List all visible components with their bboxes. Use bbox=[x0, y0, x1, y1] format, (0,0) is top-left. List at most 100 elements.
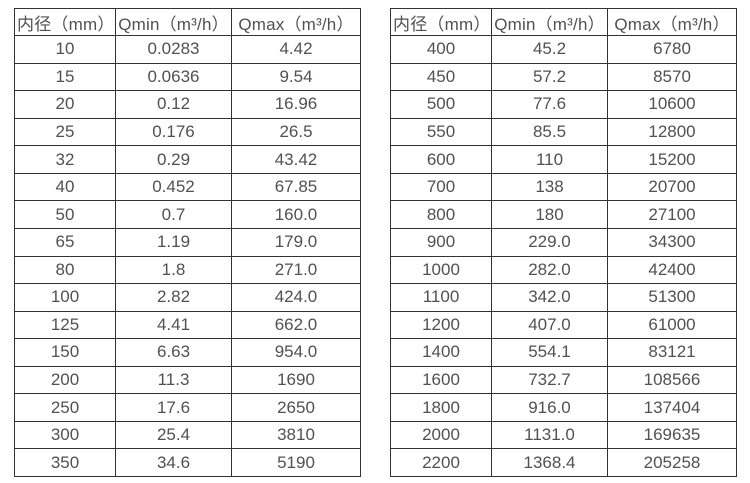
diameter-cell: 125 bbox=[14, 310, 116, 340]
qmin-column-header: Qmin（m³/h） bbox=[115, 8, 232, 36]
qmax-cell: 4.42 bbox=[231, 35, 361, 64]
diameter-cell: 400 bbox=[390, 35, 492, 64]
table-row: 50 0.7 160.0 bbox=[14, 200, 361, 229]
qmax-cell: 662.0 bbox=[231, 310, 361, 340]
flow-table-small-diameters: 内径（mm） Qmin（m³/h） Qmax（m³/h） 10 0.0283 4.42 1… bbox=[14, 8, 361, 477]
diameter-cell: 2000 bbox=[390, 420, 492, 450]
qmax-cell: 2650 bbox=[231, 393, 361, 422]
qmin-cell: 1.19 bbox=[115, 227, 232, 257]
table-row: 150 6.63 954.0 bbox=[14, 338, 361, 367]
qmax-cell: 3810 bbox=[231, 420, 361, 450]
diameter-cell: 1100 bbox=[390, 283, 492, 312]
qmax-cell: 20700 bbox=[607, 172, 737, 202]
qmin-cell: 0.7 bbox=[115, 200, 232, 229]
qmin-cell: 229.0 bbox=[491, 227, 608, 257]
table-row: 350 34.6 5190 bbox=[14, 448, 361, 477]
diameter-cell: 10 bbox=[14, 35, 116, 64]
qmin-cell: 0.12 bbox=[115, 90, 232, 119]
qmax-cell: 26.5 bbox=[231, 117, 361, 147]
qmin-cell: 17.6 bbox=[115, 393, 232, 422]
qmax-cell: 424.0 bbox=[231, 283, 361, 312]
qmax-cell: 43.42 bbox=[231, 145, 361, 174]
table-row: 2200 1368.4 205258 bbox=[390, 448, 737, 477]
table-row: 80 1.8 271.0 bbox=[14, 255, 361, 285]
table-row: 32 0.29 43.42 bbox=[14, 145, 361, 174]
table-row: 内径（mm） Qmin（m³/h） Qmax（m³/h） bbox=[14, 8, 361, 36]
table-row: 15 0.0636 9.54 bbox=[14, 62, 361, 92]
table-row: 250 17.6 2650 bbox=[14, 393, 361, 422]
qmax-cell: 15200 bbox=[607, 145, 737, 174]
diameter-cell: 900 bbox=[390, 227, 492, 257]
table-header-row: 内径（mm） Qmin（m³/h） Qmax（m³/h） bbox=[390, 8, 737, 36]
diameter-cell: 1000 bbox=[390, 255, 492, 285]
qmin-cell: 282.0 bbox=[491, 255, 608, 285]
table-row: 25 0.176 26.5 bbox=[14, 117, 361, 147]
diameter-cell: 500 bbox=[390, 90, 492, 119]
diameter-cell: 1800 bbox=[390, 393, 492, 422]
diameter-cell: 700 bbox=[390, 172, 492, 202]
diameter-cell: 65 bbox=[14, 227, 116, 257]
qmax-cell: 205258 bbox=[607, 448, 737, 477]
diameter-cell: 50 bbox=[14, 200, 116, 229]
table-row: 700 138 20700 bbox=[390, 172, 737, 202]
qmax-cell: 61000 bbox=[607, 310, 737, 340]
table-row: 800 180 27100 bbox=[390, 200, 737, 229]
diameter-cell: 350 bbox=[14, 448, 116, 477]
qmax-cell: 1690 bbox=[231, 365, 361, 395]
diameter-cell: 80 bbox=[14, 255, 116, 285]
table-row: 900 229.0 34300 bbox=[390, 227, 737, 257]
qmax-cell: 271.0 bbox=[231, 255, 361, 285]
table-row: 400 45.2 6780 bbox=[390, 35, 737, 64]
qmin-cell: 407.0 bbox=[491, 310, 608, 340]
qmax-cell: 12800 bbox=[607, 117, 737, 147]
qmin-cell: 77.6 bbox=[491, 90, 608, 119]
table-row: 40 0.452 67.85 bbox=[14, 172, 361, 202]
qmin-cell: 57.2 bbox=[491, 62, 608, 92]
qmax-cell: 169635 bbox=[607, 420, 737, 450]
diameter-cell: 100 bbox=[14, 283, 116, 312]
table-row: 1100 342.0 51300 bbox=[390, 283, 737, 312]
qmax-cell: 42400 bbox=[607, 255, 737, 285]
qmin-cell: 34.6 bbox=[115, 448, 232, 477]
table-row: 450 57.2 8570 bbox=[390, 62, 737, 92]
qmin-cell: 1131.0 bbox=[491, 420, 608, 450]
table-row: 125 4.41 662.0 bbox=[14, 310, 361, 340]
qmax-cell: 954.0 bbox=[231, 338, 361, 367]
qmin-cell: 25.4 bbox=[115, 420, 232, 450]
table-row: 550 85.5 12800 bbox=[390, 117, 737, 147]
qmax-cell: 16.96 bbox=[231, 90, 361, 119]
diameter-cell: 1400 bbox=[390, 338, 492, 367]
qmin-cell: 0.176 bbox=[115, 117, 232, 147]
qmax-cell: 34300 bbox=[607, 227, 737, 257]
qmin-cell: 138 bbox=[491, 172, 608, 202]
qmin-cell: 732.7 bbox=[491, 365, 608, 395]
diameter-cell: 300 bbox=[14, 420, 116, 450]
qmin-cell: 1368.4 bbox=[491, 448, 608, 477]
qmin-cell: 6.63 bbox=[115, 338, 232, 367]
table-row: 1400 554.1 83121 bbox=[390, 338, 737, 367]
qmax-cell: 137404 bbox=[607, 393, 737, 422]
table-row: 200 11.3 1690 bbox=[14, 365, 361, 395]
qmax-cell: 8570 bbox=[607, 62, 737, 92]
table-row: 65 1.19 179.0 bbox=[14, 227, 361, 257]
table-row: 内径（mm） Qmin（m³/h） Qmax（m³/h） bbox=[390, 8, 737, 36]
qmin-cell: 180 bbox=[491, 200, 608, 229]
qmin-cell: 0.0283 bbox=[115, 35, 232, 64]
qmin-cell: 554.1 bbox=[491, 338, 608, 367]
table-row: 1800 916.0 137404 bbox=[390, 393, 737, 422]
diameter-cell: 550 bbox=[390, 117, 492, 147]
qmin-cell: 342.0 bbox=[491, 283, 608, 312]
qmax-cell: 5190 bbox=[231, 448, 361, 477]
qmin-cell: 1.8 bbox=[115, 255, 232, 285]
qmin-cell: 916.0 bbox=[491, 393, 608, 422]
diameter-cell: 800 bbox=[390, 200, 492, 229]
diameter-cell: 1600 bbox=[390, 365, 492, 395]
diameter-cell: 2200 bbox=[390, 448, 492, 477]
diameter-cell: 450 bbox=[390, 62, 492, 92]
qmin-cell: 0.0636 bbox=[115, 62, 232, 92]
table-row: 20 0.12 16.96 bbox=[14, 90, 361, 119]
qmax-cell: 67.85 bbox=[231, 172, 361, 202]
diameter-cell: 20 bbox=[14, 90, 116, 119]
diameter-cell: 1200 bbox=[390, 310, 492, 340]
